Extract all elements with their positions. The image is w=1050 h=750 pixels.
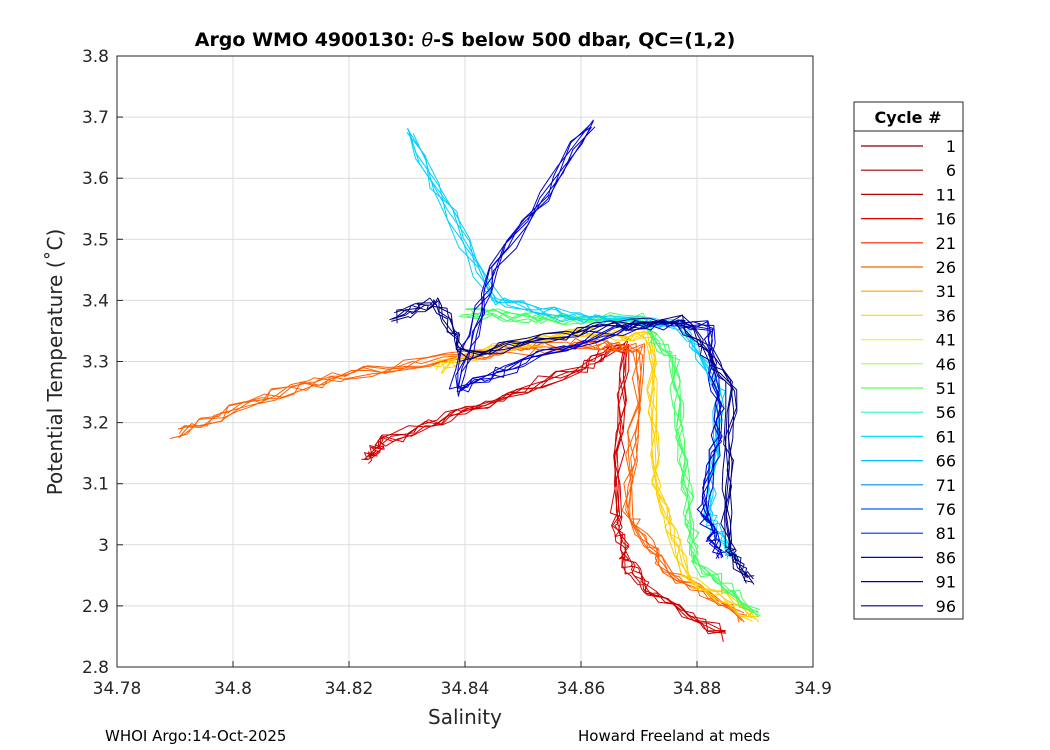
legend-label: 21 [936, 234, 956, 253]
x-tick-label: 34.88 [673, 679, 722, 699]
y-tick-label: 3.6 [82, 169, 109, 189]
legend-label: 16 [936, 210, 956, 229]
x-tick-label: 34.9 [794, 679, 832, 699]
legend-label: 96 [936, 597, 956, 616]
legend-item: 76 [861, 500, 956, 519]
legend-title: Cycle # [875, 108, 942, 127]
legend-item: 41 [861, 331, 956, 350]
legend: Cycle # 16111621263136414651566166717681… [853, 101, 964, 620]
legend-label: 51 [936, 379, 956, 398]
legend-item: 71 [861, 476, 956, 495]
series-line-orange-family [177, 338, 742, 621]
legend-item: 66 [861, 452, 956, 471]
legend-item: 56 [861, 403, 956, 422]
series-line-dark-family [396, 299, 747, 584]
legend-item: 91 [861, 573, 956, 592]
series-line-dark-family [392, 303, 755, 585]
footer-left: WHOI Argo:14-Oct-2025 [105, 727, 286, 745]
legend-label: 11 [936, 185, 956, 204]
y-tick-label: 3.3 [82, 353, 109, 373]
legend-item: 86 [861, 548, 956, 567]
plot-area: 34.78 34.8 34.82 34.84 34.86 34.88 34.9 2.8 2.9 3… [82, 47, 832, 699]
y-tick-label: 2.9 [82, 597, 109, 617]
series-line-orange-family [178, 341, 745, 623]
series-line-orange-family [178, 339, 748, 616]
legend-label: 6 [946, 161, 956, 180]
series-line-dark-family [391, 302, 755, 577]
series-line-orange-family [169, 338, 745, 614]
legend-item: 11 [861, 185, 956, 204]
series-line-red-family [367, 342, 724, 643]
legend-item: 21 [861, 234, 956, 253]
legend-label: 91 [936, 573, 956, 592]
series-dark-family [389, 297, 755, 585]
series-line-blue-family [456, 126, 723, 556]
y-tick-label: 3.4 [82, 291, 109, 311]
legend-label: 76 [936, 500, 956, 519]
y-tick-label: 3.1 [82, 475, 109, 495]
x-tick-label: 34.82 [325, 679, 374, 699]
x-tick-label: 34.84 [441, 679, 490, 699]
x-axis-label: Salinity [428, 705, 502, 729]
y-tick-label: 2.8 [82, 658, 109, 678]
legend-item: 16 [861, 210, 956, 229]
legend-label: 36 [936, 306, 956, 325]
legend-item: 96 [861, 597, 956, 616]
y-tick-label: 3.5 [82, 230, 109, 250]
series-line-blue-family [458, 125, 726, 554]
x-tick-label: 34.8 [214, 679, 252, 699]
legend-label: 31 [936, 282, 956, 301]
legend-label: 26 [936, 258, 956, 277]
legend-label: 66 [936, 452, 956, 471]
y-tick-label: 3.7 [82, 108, 109, 128]
footer-right: Howard Freeland at meds [578, 727, 770, 745]
series-line-dark-family [389, 297, 754, 580]
series-line-green-family [460, 308, 759, 618]
y-tick-label: 3 [98, 536, 109, 556]
y-axis-label: Potential Temperature (˚C) [43, 229, 67, 496]
series-line-green-family [465, 307, 760, 610]
legend-label: 71 [936, 476, 956, 495]
legend-label: 61 [936, 427, 956, 446]
legend-item: 1 [861, 137, 956, 156]
series-line-blue-family [448, 120, 723, 559]
series-line-cyan-family [406, 131, 733, 560]
legend-label: 46 [936, 355, 956, 374]
series-lines [169, 119, 761, 643]
legend-label: 56 [936, 403, 956, 422]
legend-label: 86 [936, 548, 956, 567]
axis-ticks: 34.78 34.8 34.82 34.84 34.86 34.88 34.9 2.8 2.9 3… [82, 47, 832, 699]
legend-item: 61 [861, 427, 956, 446]
legend-label: 41 [936, 331, 956, 350]
series-line-green-family [465, 308, 761, 617]
legend-label: 1 [946, 137, 956, 156]
y-tick-label: 3.2 [82, 414, 109, 434]
legend-label: 81 [936, 524, 956, 543]
chart-title: Argo WMO 4900130: θ-S below 500 dbar, QC… [195, 29, 736, 51]
x-tick-label: 34.86 [557, 679, 606, 699]
legend-item: 31 [861, 282, 956, 301]
legend-item: 81 [861, 524, 956, 543]
x-tick-label: 34.78 [93, 679, 142, 699]
y-tick-label: 3.8 [82, 47, 109, 67]
legend-item: 26 [861, 258, 956, 277]
legend-item: 46 [861, 355, 956, 374]
legend-item: 6 [861, 161, 956, 180]
legend-item: 51 [861, 379, 956, 398]
legend-item: 36 [861, 306, 956, 325]
